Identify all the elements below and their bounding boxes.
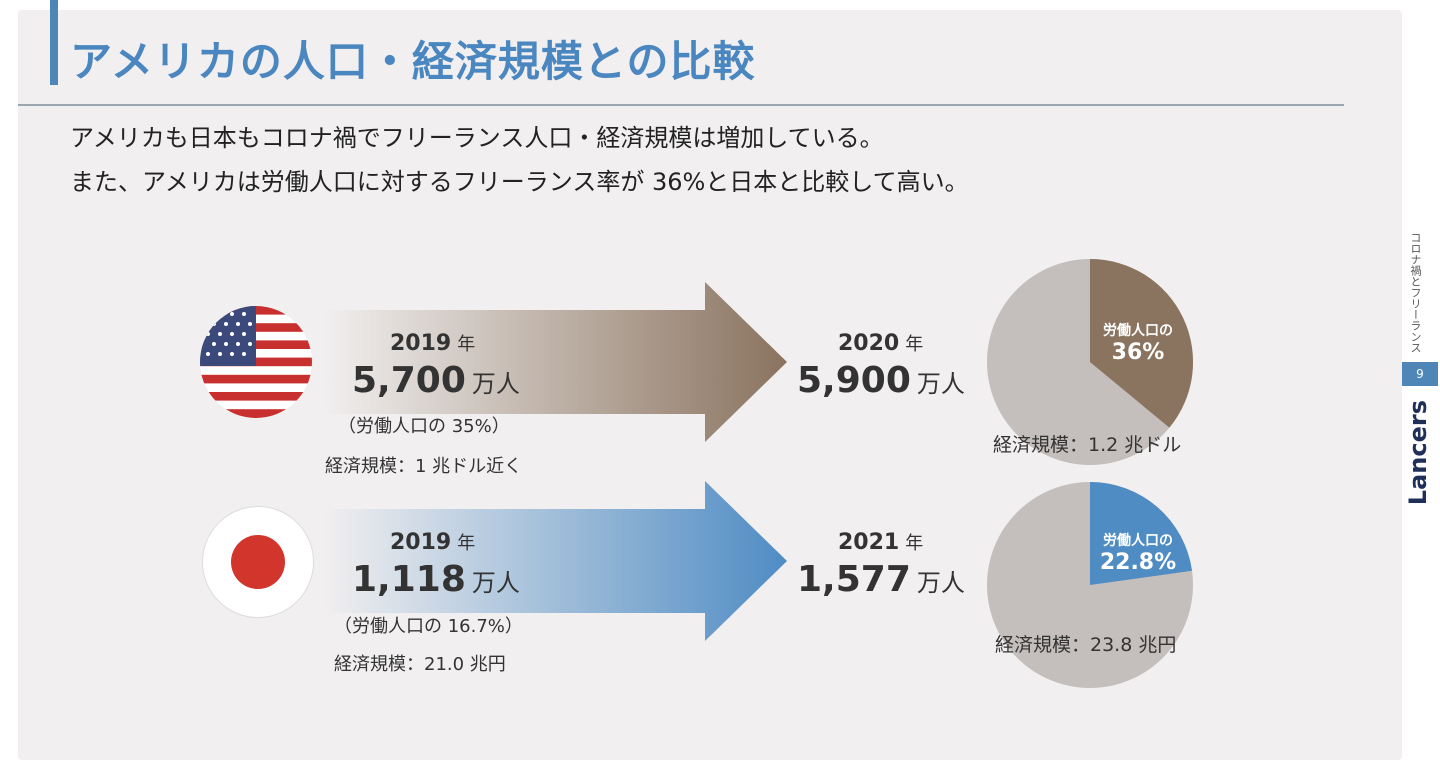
japan-year-before: 2019 年 (390, 530, 476, 555)
page-number: 9 (1402, 362, 1438, 386)
japan-pop-before: 1,118 万人 (352, 559, 520, 600)
side-section-label: コロナ禍とフリーランス (1409, 232, 1422, 353)
japan-pie-label: 労働人口の 22.8% (1099, 533, 1177, 575)
japan-econ-before: 経済規模：21.0 兆円 (334, 654, 506, 675)
lead-line-1: アメリカも日本もコロナ禍でフリーランス人口・経済規模は増加している。 (70, 124, 884, 152)
japan-pie-chart (987, 482, 1193, 688)
us-econ-before: 経済規模：1 兆ドル近く (325, 456, 523, 477)
us-pie-label: 労働人口の 36% (1103, 323, 1173, 365)
lancers-logo: Lancers (1404, 400, 1432, 506)
japan-year-after: 2021 年 (838, 530, 924, 555)
us-growth-arrow (325, 282, 787, 442)
us-ratio-before: （労働人口の 35%） (338, 416, 510, 437)
us-year-before: 2019 年 (390, 331, 476, 356)
pie-slice-freelance (1090, 482, 1193, 585)
divider (18, 104, 1344, 106)
japan-pop-after: 1,577 万人 (797, 559, 965, 600)
us-flag-icon (200, 306, 312, 418)
japan-growth-arrow (325, 481, 787, 641)
us-pop-before: 5,700 万人 (352, 360, 520, 401)
japan-econ-after: 経済規模：23.8 兆円 (995, 634, 1177, 656)
us-pop-after: 5,900 万人 (797, 360, 965, 401)
slide-title: アメリカの人口・経済規模との比較 (70, 37, 756, 86)
japan-flag-icon (202, 506, 314, 618)
japan-ratio-before: （労働人口の 16.7%） (334, 616, 523, 637)
us-pie-chart (987, 259, 1193, 465)
lead-line-2: また、アメリカは労働人口に対するフリーランス率が 36%と日本と比較して高い。 (70, 168, 969, 196)
pie-slice-freelance (1090, 259, 1193, 428)
us-econ-after: 経済規模：1.2 兆ドル (993, 434, 1182, 456)
us-year-after: 2020 年 (838, 331, 924, 356)
title-accent-bar (50, 0, 58, 85)
